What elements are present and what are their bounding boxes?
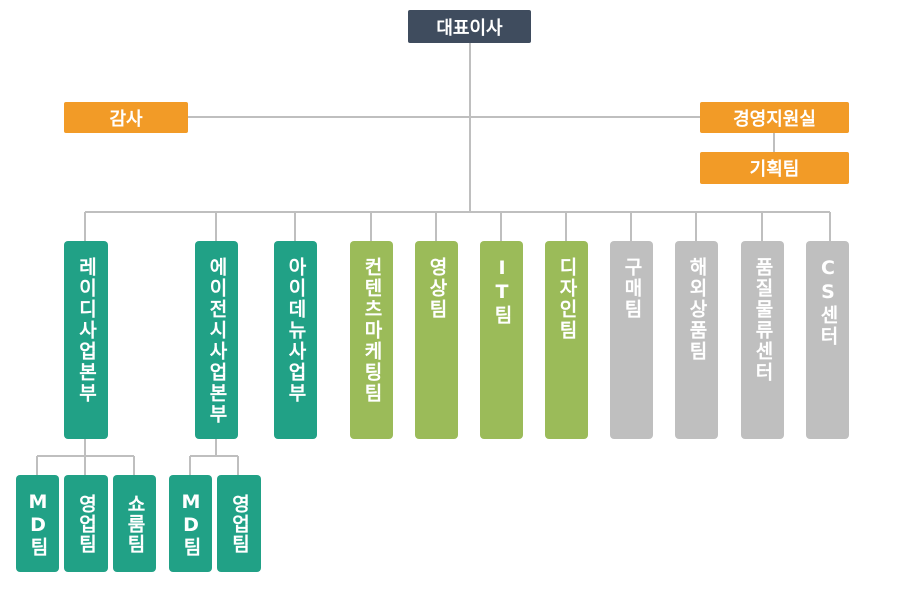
dept-it: IT팀 — [480, 241, 523, 439]
planning-box: 기획팀 — [700, 152, 849, 184]
lady-team-md-label: MD팀 — [27, 490, 49, 557]
dept-ajc: 에이전시사업본부 — [195, 241, 238, 439]
dept-contents-label: 컨텐츠마케팅팀 — [361, 257, 383, 404]
lady-team-showroom-label: 쇼룸팀 — [124, 493, 146, 554]
ceo-box: 대표이사 — [408, 10, 531, 43]
ajc-team-md-label: MD팀 — [180, 490, 202, 557]
lady-team-showroom: 쇼룸팀 — [113, 475, 156, 572]
lady-team-md: MD팀 — [16, 475, 59, 572]
dept-contents: 컨텐츠마케팅팀 — [350, 241, 393, 439]
dept-overseas-label: 해외상품팀 — [686, 257, 708, 362]
audit-box: 감사 — [64, 102, 188, 133]
dept-purchase: 구매팀 — [610, 241, 653, 439]
dept-overseas: 해외상품팀 — [675, 241, 718, 439]
dept-quality-label: 품질물류센터 — [752, 257, 774, 383]
ceo-label: 대표이사 — [436, 17, 503, 39]
lady-team-sales: 영업팀 — [64, 475, 108, 572]
audit-label: 감사 — [109, 108, 143, 130]
dept-design-label: 디자인팀 — [556, 257, 578, 341]
management-support-label: 경영지원실 — [733, 108, 816, 130]
dept-lady-label: 레이디사업본부 — [75, 257, 98, 404]
dept-video: 영상팀 — [415, 241, 458, 439]
ajc-team-md: MD팀 — [169, 475, 212, 572]
dept-aidenu-label: 아이데뉴사업부 — [285, 257, 307, 404]
ajc-team-sales: 영업팀 — [217, 475, 261, 572]
dept-cs-label: CS센터 — [817, 257, 839, 347]
dept-video-label: 영상팀 — [426, 257, 448, 320]
lady-team-sales-label: 영업팀 — [75, 493, 98, 554]
dept-quality: 품질물류센터 — [741, 241, 784, 439]
dept-it-label: IT팀 — [491, 257, 513, 326]
management-support-box: 경영지원실 — [700, 102, 849, 133]
dept-lady: 레이디사업본부 — [64, 241, 108, 439]
dept-design: 디자인팀 — [545, 241, 588, 439]
dept-ajc-label: 에이전시사업본부 — [206, 257, 228, 425]
dept-aidenu: 아이데뉴사업부 — [274, 241, 317, 439]
ajc-team-sales-label: 영업팀 — [228, 493, 251, 554]
dept-cs: CS센터 — [806, 241, 849, 439]
dept-purchase-label: 구매팀 — [621, 257, 643, 320]
planning-label: 기획팀 — [749, 159, 800, 180]
